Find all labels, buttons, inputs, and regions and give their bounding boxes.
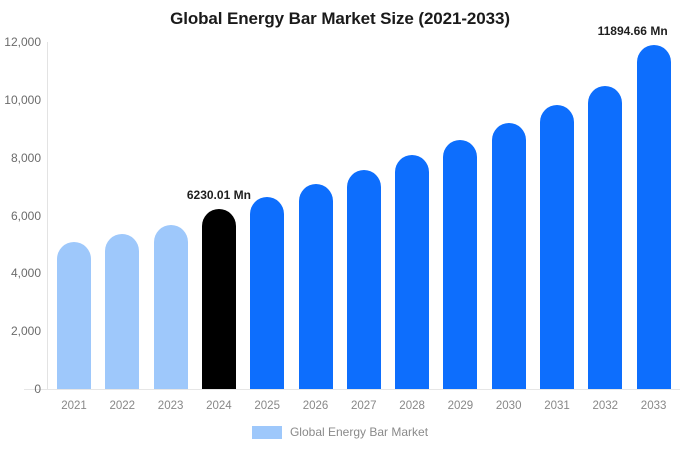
bar[interactable] <box>636 45 671 389</box>
bar[interactable] <box>443 139 478 389</box>
bar[interactable] <box>588 85 623 389</box>
bar[interactable] <box>57 242 91 389</box>
bar[interactable] <box>153 224 188 389</box>
bar-value-label: 6230.01 Mn <box>186 187 251 202</box>
x-axis-tick: 2031 <box>544 400 570 412</box>
y-axis-tick: 0 <box>34 382 41 396</box>
bar[interactable] <box>395 155 430 389</box>
bar[interactable] <box>298 183 333 389</box>
y-axis-tick: 6,000 <box>10 208 41 223</box>
x-axis-tick: 2030 <box>495 400 522 412</box>
bar[interactable] <box>346 170 381 389</box>
page-title: Global Energy Bar Market Size (2021-2033… <box>170 9 510 28</box>
chart-legend: Global Energy Bar Market <box>0 425 680 439</box>
bar[interactable] <box>540 105 574 389</box>
x-axis-tick: 2026 <box>302 400 329 412</box>
bar-value-label: 11894.66 Mn <box>597 24 668 39</box>
y-axis-line <box>47 42 48 390</box>
x-axis-tick: 2025 <box>254 400 280 412</box>
x-axis-line <box>24 389 680 390</box>
bar[interactable] <box>491 122 526 389</box>
bar[interactable] <box>201 208 236 389</box>
x-axis-tick: 2024 <box>206 400 232 412</box>
y-axis-tick: 8,000 <box>10 150 41 165</box>
y-axis-tick: 4,000 <box>10 266 41 281</box>
x-axis-tick: 2033 <box>640 400 667 412</box>
y-axis-tick: 2,000 <box>10 324 41 339</box>
bar[interactable] <box>105 233 140 389</box>
bar[interactable] <box>250 197 285 389</box>
y-axis-tick-labels: 12,000 10,000 8,000 6,000 4,000 2,000 0 <box>0 0 41 450</box>
x-axis-tick: 2032 <box>592 400 619 412</box>
y-axis-tick: 12,000 <box>4 35 41 49</box>
x-axis-tick: 2028 <box>399 400 425 412</box>
x-axis-tick: 2029 <box>447 400 474 412</box>
x-axis-tick: 2023 <box>157 400 184 412</box>
x-axis-tick: 2021 <box>61 400 87 412</box>
y-axis-tick: 10,000 <box>4 92 41 107</box>
legend-swatch-icon <box>251 425 282 439</box>
x-axis-tick: 2027 <box>351 400 377 412</box>
x-axis-tick: 2022 <box>109 400 136 412</box>
legend-item-label: Global Energy Bar Market <box>289 425 429 439</box>
